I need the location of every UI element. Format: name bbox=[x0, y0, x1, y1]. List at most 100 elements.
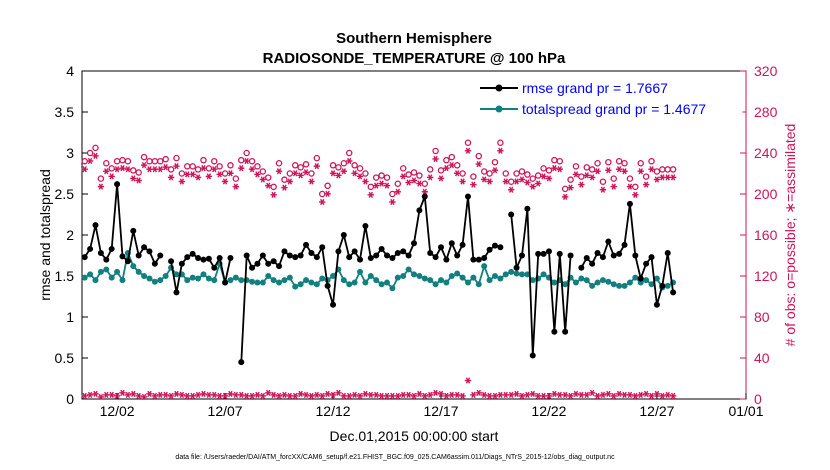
totalspread-point bbox=[578, 275, 585, 282]
obs-assimilated-upper-point bbox=[173, 163, 180, 170]
totalspread-point bbox=[81, 274, 88, 281]
obs-assimilated-upper-point bbox=[189, 171, 196, 178]
obs-assimilated-upper-point bbox=[130, 175, 137, 182]
rmse-point bbox=[513, 264, 520, 271]
obs-assimilated-upper-point bbox=[178, 178, 186, 185]
totalspread-point bbox=[254, 279, 261, 286]
obs-assimilated-upper-point bbox=[529, 183, 536, 190]
rmse-point bbox=[357, 256, 364, 263]
obs-assimilated-point bbox=[502, 391, 509, 399]
obs-assimilated-point bbox=[227, 390, 234, 397]
obs-possible-point bbox=[162, 155, 169, 163]
obs-assimilated-upper-point bbox=[92, 152, 99, 159]
obs-possible-point bbox=[335, 164, 342, 171]
obs-possible-point bbox=[389, 190, 396, 198]
legend: rmse grand pr = 1.7667 totalspread grand… bbox=[473, 73, 743, 121]
obs-assimilated-upper-point bbox=[146, 166, 153, 173]
obs-assimilated-point bbox=[292, 392, 299, 400]
obs-assimilated-upper-point bbox=[157, 166, 164, 173]
totalspread-point bbox=[297, 281, 304, 288]
rmse-point bbox=[626, 200, 633, 207]
totalspread-point bbox=[211, 277, 218, 284]
obs-assimilated-point bbox=[167, 392, 175, 400]
obs-assimilated-point bbox=[243, 392, 250, 400]
y-tick-label: 3 bbox=[66, 145, 74, 161]
obs-assimilated-upper-point bbox=[491, 167, 499, 174]
obs-assimilated-upper-point bbox=[486, 178, 493, 185]
obs-assimilated-upper-point bbox=[356, 173, 364, 180]
obs-assimilated-upper-point bbox=[351, 170, 358, 177]
rmse-point bbox=[157, 252, 164, 259]
obs-assimilated-point bbox=[416, 390, 423, 397]
obs-possible-point bbox=[227, 162, 234, 169]
totalspread-point bbox=[637, 279, 644, 286]
rmse-point bbox=[556, 250, 563, 257]
obs-assimilated-upper-point bbox=[594, 168, 601, 175]
obs-possible-point bbox=[140, 153, 148, 161]
rmse-point bbox=[362, 222, 369, 229]
obs-assimilated-point bbox=[594, 392, 601, 400]
obs-assimilated-upper-point bbox=[610, 183, 617, 190]
obs-possible-point bbox=[324, 182, 331, 190]
obs-assimilated-upper-point bbox=[313, 163, 321, 170]
totalspread-point bbox=[405, 266, 412, 273]
totalspread-point bbox=[384, 279, 391, 286]
totalspread-point bbox=[594, 279, 601, 286]
obs-assimilated-upper-point bbox=[524, 179, 531, 186]
rmse-point bbox=[168, 258, 175, 265]
obs-assimilated-upper-point bbox=[259, 176, 267, 183]
obs-assimilated-point bbox=[653, 390, 661, 397]
totalspread-point bbox=[378, 281, 385, 288]
obs-assimilated-upper-point bbox=[475, 160, 482, 168]
totalspread-point bbox=[502, 271, 509, 278]
totalspread-point bbox=[103, 266, 110, 273]
obs-assimilated-upper-point bbox=[108, 173, 115, 180]
obs-assimilated-upper-point bbox=[297, 172, 304, 179]
obs-possible-point bbox=[529, 175, 537, 182]
obs-assimilated-upper-point bbox=[464, 147, 472, 154]
obs-assimilated-point bbox=[356, 392, 364, 400]
obs-assimilated-upper-point bbox=[470, 181, 477, 188]
totalspread-point bbox=[330, 273, 337, 279]
totalspread-point bbox=[346, 281, 353, 288]
metric-series bbox=[81, 181, 677, 366]
obs-assimilated-upper-point bbox=[324, 190, 331, 197]
obs-assimilated-upper-point bbox=[227, 170, 234, 177]
obs-possible-point bbox=[189, 163, 196, 170]
obs-assimilated-upper-point bbox=[394, 188, 402, 195]
rmse-point bbox=[670, 289, 677, 296]
totalspread-point bbox=[643, 277, 650, 284]
obs-possible-point bbox=[486, 170, 493, 177]
totalspread-point bbox=[232, 274, 239, 281]
rmse-point bbox=[384, 252, 391, 259]
obs-assimilated-upper-point bbox=[648, 166, 655, 173]
obs-assimilated-upper-point bbox=[362, 178, 369, 185]
obs-assimilated-point bbox=[572, 390, 580, 397]
obs-assimilated-upper-point bbox=[389, 198, 396, 206]
obs-assimilated-point bbox=[378, 392, 385, 400]
obs-assimilated-upper-point bbox=[373, 182, 380, 189]
rmse-point bbox=[319, 244, 326, 251]
obs-assimilated-upper-point bbox=[113, 166, 121, 173]
obs-assimilated-upper-point bbox=[270, 191, 277, 198]
obs-possible-point bbox=[275, 159, 283, 167]
obs-possible-point bbox=[416, 172, 423, 179]
obs-assimilated-upper-point bbox=[459, 178, 466, 185]
obs-assimilated-point bbox=[340, 392, 348, 400]
totalspread-point bbox=[357, 268, 364, 275]
obs-assimilated-point bbox=[103, 391, 110, 399]
obs-possible-point bbox=[567, 176, 574, 183]
obs-possible-point bbox=[135, 169, 142, 176]
totalspread-point bbox=[265, 273, 272, 279]
rmse-point bbox=[610, 252, 617, 259]
obs-possible-point bbox=[621, 159, 628, 167]
rmse-point bbox=[400, 248, 407, 255]
rmse-point bbox=[270, 258, 277, 265]
obs-assimilated-upper-point bbox=[534, 180, 542, 187]
obs-assimilated-upper-point bbox=[669, 174, 677, 181]
obs-assimilated-point bbox=[648, 392, 655, 400]
rmse-point bbox=[594, 250, 601, 257]
rmse-point bbox=[427, 250, 434, 257]
y-tick-label: 4 bbox=[66, 63, 74, 79]
